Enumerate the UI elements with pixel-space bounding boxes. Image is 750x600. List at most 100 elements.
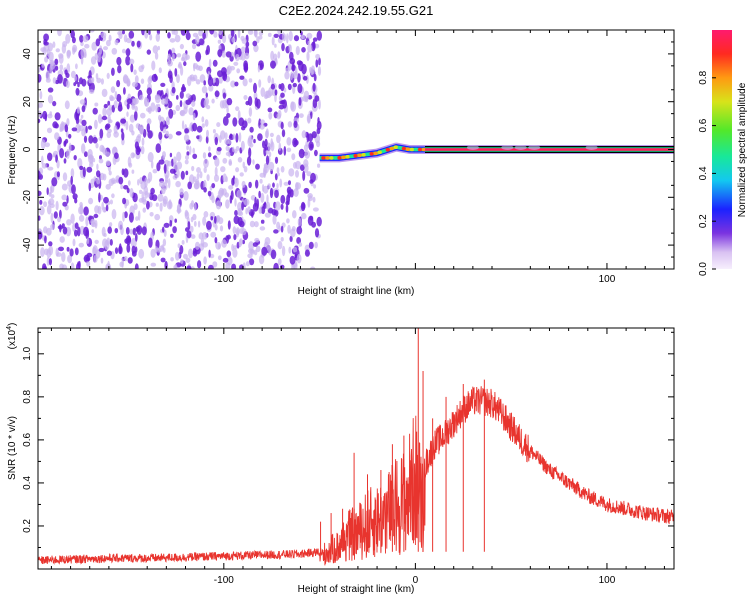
- noise-point: [311, 221, 316, 228]
- noise-point: [245, 41, 250, 47]
- noise-point: [185, 257, 191, 264]
- noise-point: [222, 157, 228, 164]
- noise-point: [120, 118, 127, 124]
- noise-point: [130, 237, 137, 248]
- snr-multiplier-base: (x10: [7, 329, 18, 349]
- noise-point: [241, 201, 245, 211]
- noise-point: [176, 208, 182, 214]
- noise-point: [241, 228, 247, 236]
- carrier-noise: [585, 145, 598, 150]
- noise-point: [282, 32, 285, 41]
- noise-point: [47, 200, 52, 206]
- noise-point: [171, 30, 175, 35]
- noise-point: [193, 220, 197, 227]
- noise-point: [155, 94, 161, 104]
- noise-point: [179, 188, 184, 196]
- noise-point: [199, 171, 203, 179]
- track-blob: [361, 153, 366, 157]
- noise-point: [306, 32, 313, 40]
- noise-point: [255, 245, 261, 253]
- noise-point: [218, 187, 224, 197]
- noise-point: [55, 65, 59, 71]
- colorbar-tick-label: 0.4: [698, 166, 709, 180]
- noise-point: [303, 90, 310, 101]
- noise-point: [159, 180, 165, 188]
- noise-point: [203, 256, 207, 265]
- noise-point: [236, 68, 241, 74]
- noise-point: [313, 184, 317, 189]
- noise-point: [202, 32, 206, 40]
- noise-point: [62, 226, 68, 235]
- noise-point: [142, 199, 148, 205]
- y-tick-label: 0.6: [22, 433, 33, 447]
- noise-point: [149, 34, 153, 41]
- noise-point: [155, 143, 162, 154]
- noise-point: [249, 258, 255, 266]
- noise-point: [167, 60, 173, 67]
- noise-point: [59, 209, 62, 219]
- noise-point: [124, 256, 128, 262]
- noise-point: [176, 151, 182, 162]
- noise-point: [187, 181, 192, 190]
- noise-point: [274, 156, 279, 164]
- noise-point: [149, 212, 154, 217]
- noise-point: [201, 232, 208, 240]
- noise-point: [62, 172, 68, 182]
- noise-point: [114, 228, 119, 234]
- noise-point: [77, 82, 80, 88]
- noise-point: [50, 212, 54, 223]
- noise-point: [176, 95, 179, 100]
- noise-point: [107, 226, 112, 234]
- noise-point: [180, 56, 186, 62]
- noise-point: [301, 212, 307, 220]
- noise-point: [190, 234, 196, 239]
- noise-point: [307, 44, 313, 53]
- noise-point: [247, 117, 252, 124]
- noise-point: [122, 211, 125, 222]
- noise-point: [45, 70, 51, 81]
- noise-point: [50, 194, 55, 199]
- noise-point: [108, 222, 113, 227]
- noise-point: [59, 148, 65, 159]
- noise-point: [213, 31, 218, 38]
- noise-point: [306, 51, 310, 62]
- noise-point: [106, 250, 112, 256]
- noise-point: [103, 207, 107, 213]
- noise-point: [267, 142, 271, 152]
- noise-point: [260, 87, 266, 98]
- noise-point: [172, 226, 177, 234]
- noise-point: [288, 44, 292, 53]
- noise-point: [297, 217, 302, 227]
- spectrogram-marks: [38, 30, 674, 269]
- noise-point: [269, 132, 274, 138]
- noise-point: [74, 247, 79, 256]
- noise-point: [197, 220, 201, 228]
- noise-point: [131, 81, 138, 88]
- noise-point: [88, 135, 94, 144]
- noise-point: [63, 158, 67, 164]
- noise-point: [121, 131, 125, 141]
- noise-point: [313, 73, 317, 82]
- noise-point: [168, 108, 174, 119]
- noise-point: [274, 89, 278, 96]
- noise-point: [134, 110, 138, 121]
- noise-point: [144, 190, 149, 199]
- noise-point: [56, 159, 60, 169]
- noise-point: [176, 168, 180, 178]
- noise-point: [301, 47, 306, 53]
- noise-point: [280, 92, 285, 98]
- noise-point: [216, 215, 221, 222]
- noise-point: [86, 260, 91, 267]
- noise-point: [241, 46, 246, 53]
- x-tick-label: 100: [599, 274, 616, 285]
- noise-point: [64, 69, 68, 75]
- noise-point: [93, 255, 98, 263]
- noise-point: [198, 30, 204, 37]
- noise-point: [47, 166, 54, 171]
- colorbar-tick-label: 0.6: [698, 118, 709, 132]
- noise-point: [148, 237, 153, 248]
- colorbar-tick-label: 0.8: [698, 70, 709, 84]
- noise-point: [292, 162, 298, 169]
- track-blob: [413, 147, 419, 152]
- noise-point: [176, 161, 183, 170]
